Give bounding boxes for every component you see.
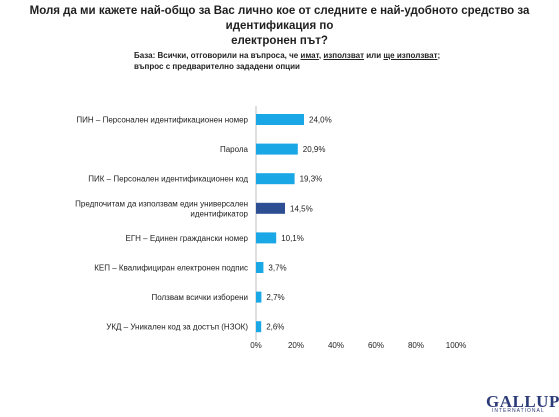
- value-label-5: 3,7%: [268, 264, 286, 273]
- category-label-3-line-0: Предпочитам да използвам един универсале…: [75, 199, 248, 208]
- category-label-7: УКД – Уникален код за достъп (НЗОК): [106, 323, 248, 332]
- category-label-0: ПИН – Персонален идентификационен номер: [76, 116, 248, 125]
- bar-1: [256, 143, 298, 155]
- value-label-1: 20,9%: [303, 145, 326, 154]
- bar-3: [256, 202, 285, 214]
- value-label-7: 2,6%: [266, 323, 284, 332]
- x-tick-label-4: 80%: [408, 341, 424, 350]
- chart-title: Моля да ми кажете най-общо за Вас лично …: [0, 4, 559, 49]
- gallup-logo: GALLUP INTERNATIONAL: [486, 392, 559, 417]
- x-tick-label-3: 60%: [368, 341, 384, 350]
- base-word-have: имат: [300, 51, 319, 60]
- category-label-4: ЕГН – Единен граждански номер: [126, 234, 249, 243]
- logo-sub: INTERNATIONAL: [492, 408, 545, 414]
- x-tick-label-2: 40%: [328, 341, 344, 350]
- bar-4: [256, 232, 277, 244]
- x-tick-label-1: 20%: [288, 341, 304, 350]
- base-word-will-use: ще използват: [383, 51, 438, 60]
- value-label-3: 14,5%: [290, 204, 313, 213]
- title-line-2: електронен път?: [231, 35, 328, 47]
- bar-7: [256, 321, 262, 333]
- category-label-6: Ползвам всички изборени: [151, 293, 248, 302]
- value-label-0: 24,0%: [309, 116, 332, 125]
- base-note: База: Всички, отговорили на въпроса, че …: [134, 50, 464, 72]
- title-line-1: Моля да ми кажете най-общо за Вас лично …: [29, 5, 530, 32]
- category-label-5: КЕП – Квалифициран електронен подпис: [94, 264, 248, 273]
- x-tick-label-0: 0%: [250, 341, 262, 350]
- bar-5: [256, 262, 264, 273]
- base-word-use: използват: [323, 51, 365, 60]
- base-note-line-2: въпрос с предварително зададени опции: [134, 62, 300, 71]
- base-prefix: База: Всички, отговорили на въпроса, че: [134, 51, 301, 60]
- value-label-4: 10,1%: [281, 234, 304, 243]
- bar-2: [256, 173, 295, 185]
- logo-word: GALLUP: [486, 392, 559, 411]
- base-note-line-1: База: Всички, отговорили на въпроса, че …: [134, 50, 464, 61]
- base-sep-1: ,: [318, 51, 324, 60]
- x-tick-label-5: 100%: [446, 341, 466, 350]
- category-label-3-line-1: идентификатор: [190, 209, 248, 218]
- value-label-6: 2,7%: [266, 293, 284, 302]
- base-suffix: ;: [437, 51, 441, 60]
- base-sep-2: или: [364, 51, 384, 60]
- bar-6: [256, 291, 262, 303]
- value-label-2: 19,3%: [300, 175, 323, 184]
- category-label-2: ПИК – Персонален идентификационен код: [88, 175, 248, 184]
- bar-0: [256, 114, 304, 125]
- category-label-1: Парола: [220, 145, 249, 154]
